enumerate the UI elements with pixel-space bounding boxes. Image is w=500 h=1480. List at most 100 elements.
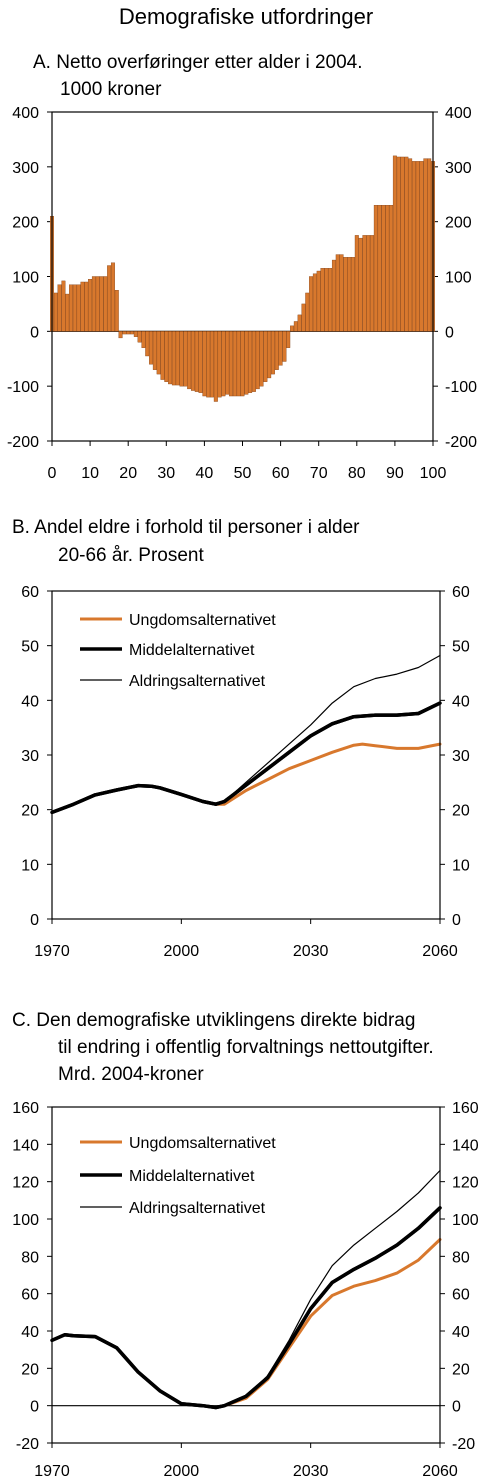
bar-age-28: [156, 331, 161, 375]
y-tick-label-left: -20: [16, 1436, 39, 1453]
bar-age-49: [236, 331, 241, 397]
bar-age-47: [229, 331, 234, 397]
bar-age-41: [206, 331, 211, 398]
bar-age-13: [99, 276, 104, 332]
bar-age-76: [339, 254, 344, 332]
bar-age-27: [152, 331, 157, 370]
x-tick-label: 2060: [422, 1463, 458, 1480]
series-line-middelalternativet: [50, 701, 442, 815]
y-tick-label-left: 160: [12, 1100, 39, 1117]
bar-age-22: [133, 331, 138, 337]
bar-age-36: [187, 331, 192, 390]
bar-age-6: [72, 284, 77, 332]
series-line-aldringsalternativet: [215, 654, 441, 805]
y-tick-label-left: -100: [7, 379, 39, 396]
y-tick-label-right: 100: [452, 1212, 479, 1229]
y-tick-label-left: 10: [21, 857, 39, 874]
x-tick-label: 10: [81, 465, 99, 482]
x-tick-label: 90: [386, 465, 404, 482]
bar-age-5: [69, 284, 74, 332]
bar-age-67: [305, 292, 310, 332]
legend-label-ungdomsalternativet: Ungdomsalternativet: [129, 612, 276, 629]
y-tick-label-left: 120: [12, 1175, 39, 1192]
y-tick-label-left: 400: [12, 105, 39, 122]
bar-age-62: [286, 331, 291, 348]
y-tick-label-right: 60: [452, 1287, 470, 1304]
bar-age-75: [335, 254, 340, 332]
bar-age-81: [358, 237, 363, 332]
bar-age-92: [400, 156, 405, 332]
bar-age-14: [103, 276, 108, 332]
bar-age-26: [149, 331, 154, 365]
bar-age-96: [415, 161, 420, 332]
bar-age-55: [259, 331, 264, 387]
bar-age-89: [389, 205, 394, 332]
bar-age-52: [248, 331, 253, 393]
y-tick-label-right: 0: [452, 1399, 461, 1416]
bar-age-79: [351, 257, 355, 332]
legend-label-aldringsalternativet: Aldringsalternativet: [129, 1200, 266, 1217]
y-tick-label-left: 20: [21, 1361, 39, 1378]
y-tick-label-right: 60: [452, 584, 470, 601]
bar-age-20: [126, 331, 131, 335]
x-tick-label: 2000: [164, 943, 200, 960]
x-tick-label: 2060: [422, 943, 458, 960]
bar-age-91: [396, 156, 401, 332]
bar-age-63: [290, 325, 295, 332]
x-tick-label: 50: [234, 465, 252, 482]
bar-age-17: [114, 290, 119, 332]
y-tick-label-right: 20: [452, 1361, 470, 1378]
bar-age-48: [232, 331, 237, 397]
bar-age-31: [168, 331, 173, 385]
y-tick-label-left: 100: [12, 1212, 39, 1229]
bar-age-40: [202, 331, 207, 397]
y-tick-label-left: 60: [21, 584, 39, 601]
bar-age-34: [179, 331, 184, 387]
y-tick-label-right: 40: [452, 693, 470, 710]
chart-title-c-line-3: Mrd. 2004-kroner: [58, 1064, 204, 1085]
bar-age-54: [255, 331, 260, 390]
x-tick-label: 20: [119, 465, 137, 482]
chart-title-c-line-2: til endring i offentlig forvaltnings net…: [58, 1037, 434, 1058]
y-tick-label-right: 160: [452, 1100, 479, 1117]
y-tick-label-right: -100: [445, 379, 477, 396]
legend-label-middelalternativet: Middelalternativet: [129, 1168, 255, 1185]
bar-age-88: [385, 205, 390, 332]
y-tick-label-right: 0: [452, 912, 461, 929]
bar-age-50: [240, 331, 245, 397]
series-line-ungdomsalternativet: [222, 1238, 442, 1408]
bar-age-29: [160, 331, 165, 380]
x-tick-label: 2000: [164, 1463, 200, 1480]
y-tick-label-right: 300: [445, 160, 472, 177]
x-tick-label: 0: [48, 465, 57, 482]
bar-age-9: [84, 281, 89, 332]
bar-age-80: [354, 235, 359, 332]
y-tick-label-left: 30: [21, 748, 39, 765]
y-tick-label-right: 20: [452, 803, 470, 820]
y-tick-label-right: 40: [452, 1324, 470, 1341]
bar-age-58: [271, 331, 275, 375]
bar-age-10: [88, 279, 93, 332]
series-line-middelalternativet: [50, 1206, 442, 1410]
legend-label-aldringsalternativet: Aldringsalternativet: [129, 673, 266, 690]
bar-age-39: [198, 331, 203, 393]
bar-age-3: [61, 280, 66, 332]
bar-age-11: [91, 276, 96, 332]
y-tick-label-right: -200: [445, 434, 477, 451]
bar-age-1: [53, 292, 58, 332]
bar-age-94: [408, 158, 413, 332]
y-tick-label-right: 30: [452, 748, 470, 765]
bar-age-45: [221, 331, 226, 397]
chart-title-b-line-1: B. Andel eldre i forhold til personer i …: [12, 517, 360, 538]
y-tick-label-left: 50: [21, 639, 39, 656]
plot-frame: [51, 111, 434, 442]
bar-age-84: [370, 235, 375, 332]
bar-age-25: [145, 331, 150, 357]
bar-age-95: [411, 161, 416, 332]
y-tick-label-left: 40: [21, 693, 39, 710]
bar-age-99: [427, 158, 432, 332]
x-tick-label: 80: [348, 465, 366, 482]
bar-age-86: [377, 205, 382, 332]
bar-age-87: [381, 205, 386, 332]
